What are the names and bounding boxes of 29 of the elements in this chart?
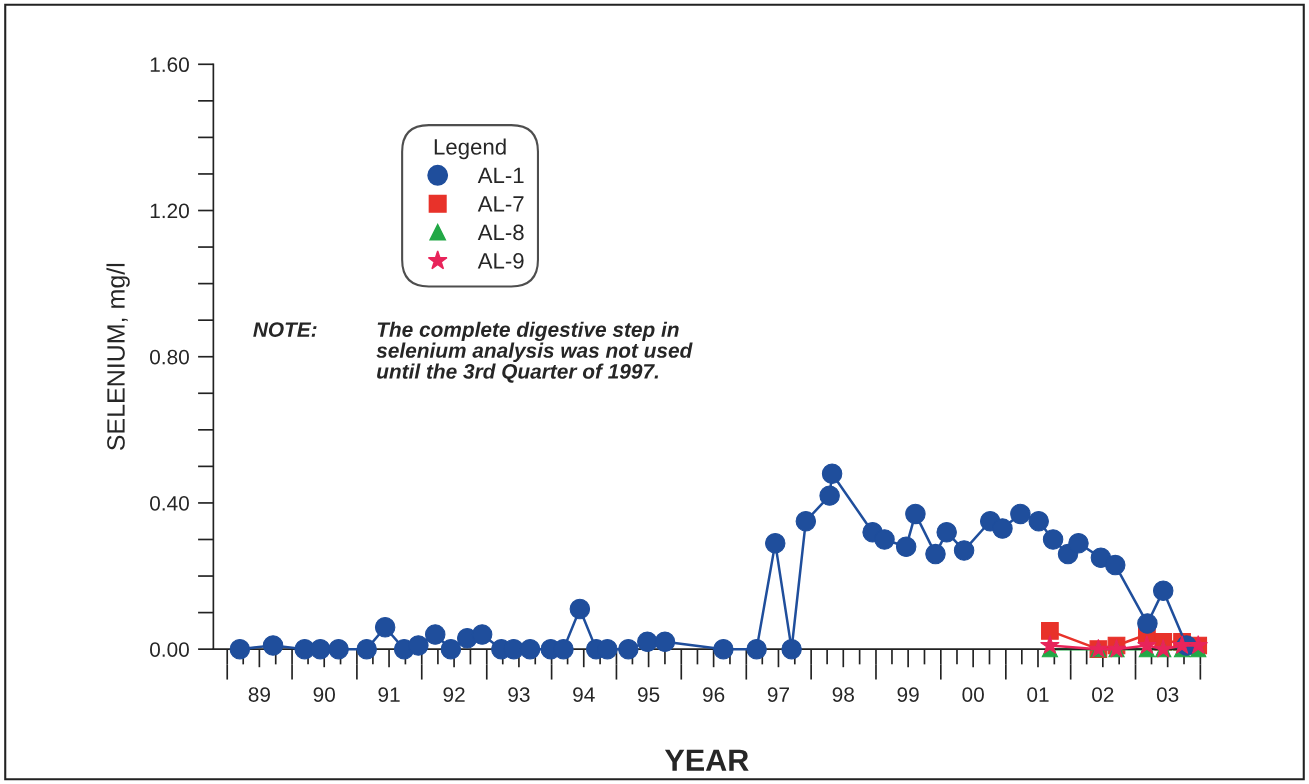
x-tick-label: 00: [962, 687, 984, 702]
y-tick-label: 0.80: [150, 349, 189, 365]
x-tick-label: 90: [313, 687, 335, 702]
legend-label: AL-8: [477, 224, 524, 241]
y-tick-label: 1.60: [150, 57, 189, 73]
x-axis-title: YEAR: [664, 749, 749, 771]
x-tick-label: 02: [1092, 687, 1114, 702]
x-tick-label: 96: [703, 687, 725, 702]
annotation: The complete digestive step in selenium analysis was not used until the 3rd Quarter of 1997.: [376, 321, 693, 383]
annotation: NOTE:: [253, 322, 317, 337]
legend-title: Legend: [434, 138, 506, 160]
x-tick-label: 94: [573, 687, 595, 702]
legend-label: AL-9: [477, 253, 524, 269]
y-tick-label: 0.40: [150, 495, 189, 511]
x-tick-label: 99: [897, 687, 919, 702]
x-tick-label: 97: [767, 687, 789, 702]
x-tick-label: 03: [1156, 687, 1179, 702]
legend-label: AL-7: [477, 196, 524, 212]
x-tick-label: 95: [637, 687, 660, 702]
y-tick-label: 1.20: [150, 203, 189, 219]
y-tick-label: 0.00: [150, 642, 189, 657]
x-tick-label: 89: [248, 687, 270, 702]
x-tick-label: 92: [443, 687, 465, 702]
x-tick-label: 91: [378, 687, 400, 702]
y-axis-title: SELENIUM, mg/l: [106, 263, 130, 451]
x-tick-label: 93: [508, 687, 530, 702]
x-tick-label: 01: [1027, 687, 1049, 702]
legend-label: AL-1: [477, 167, 524, 184]
x-tick-label: 98: [832, 687, 854, 702]
